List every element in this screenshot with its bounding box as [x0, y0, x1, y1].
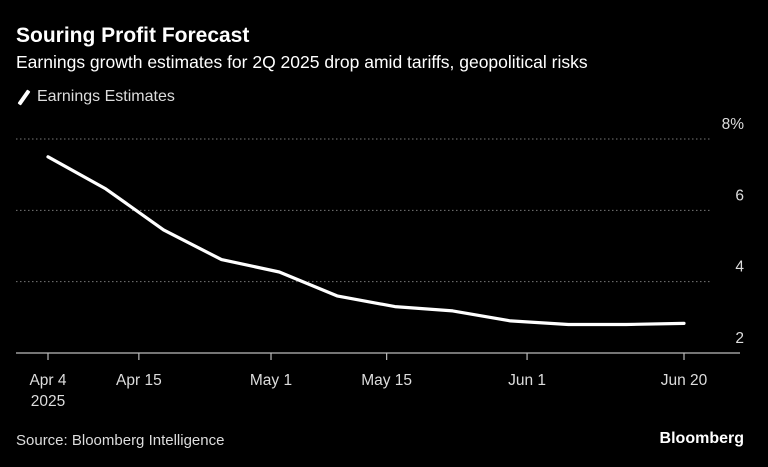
- y-tick-label: 6: [735, 187, 744, 204]
- y-tick-label: 2: [735, 330, 744, 347]
- legend-label: Earnings Estimates: [37, 88, 175, 105]
- chart-title: Souring Profit Forecast: [16, 24, 250, 47]
- x-tick-label: Apr 15: [116, 372, 162, 389]
- legend: Earnings Estimates: [16, 88, 175, 106]
- x-tick-label: Apr 4: [29, 372, 66, 389]
- y-tick-label: 8%: [722, 116, 745, 133]
- y-tick-label: 4: [735, 259, 744, 276]
- source-note: Source: Bloomberg Intelligence: [16, 432, 225, 449]
- x-tick-label: Jun 20: [661, 372, 708, 389]
- series-line: [46, 155, 686, 327]
- chart-subtitle: Earnings growth estimates for 2Q 2025 dr…: [16, 52, 588, 72]
- bloomberg-logo: Bloomberg: [659, 430, 744, 447]
- x-tick-sublabel: 2025: [31, 393, 65, 410]
- x-tick-label: May 15: [361, 372, 412, 389]
- x-tick-label: May 1: [250, 372, 292, 389]
- x-tick-label: Jun 1: [508, 372, 546, 389]
